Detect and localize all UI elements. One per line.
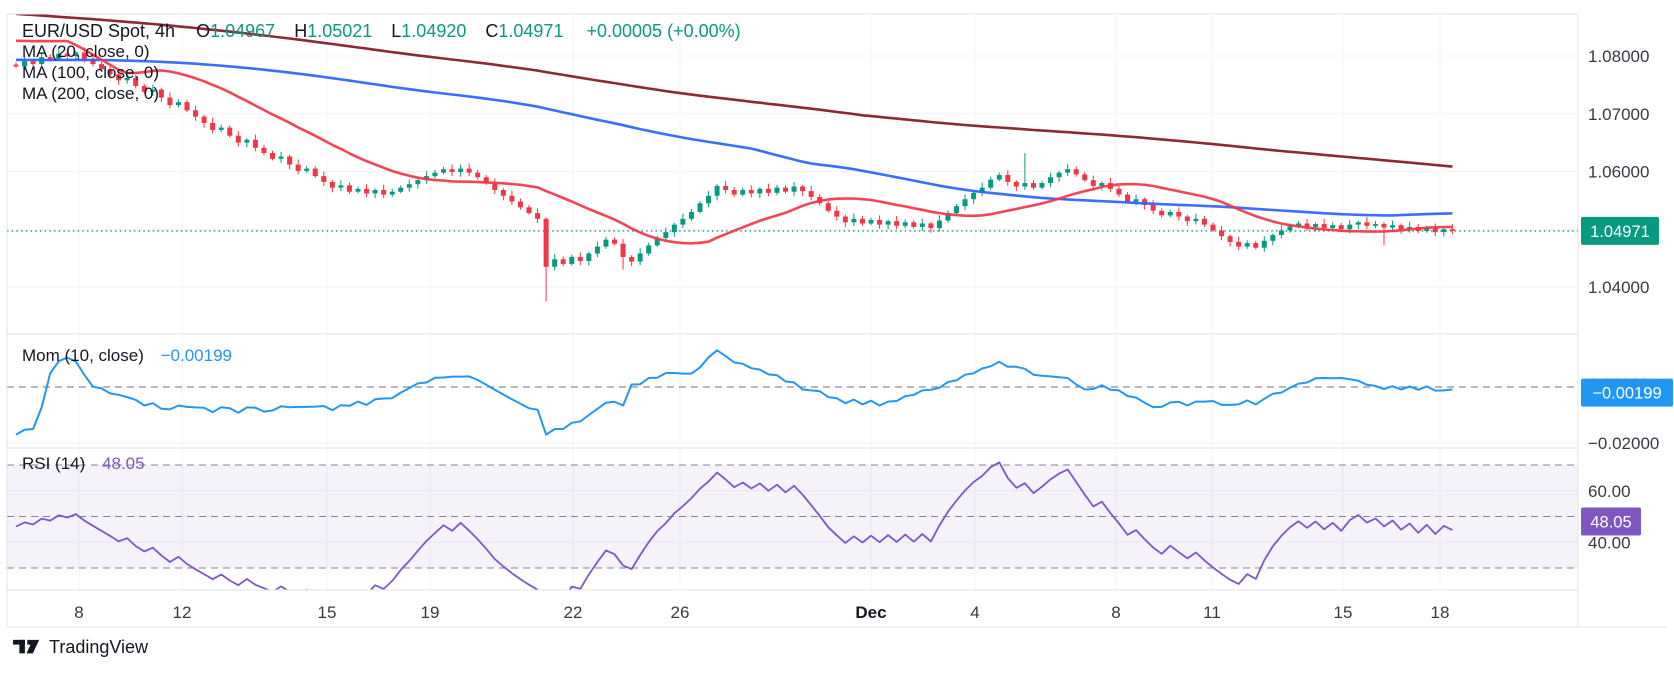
time-tick-label: 26 <box>671 603 690 622</box>
change-value: +0.00005 (+0.00%) <box>586 21 741 41</box>
dashed-reference-lines <box>7 386 1578 569</box>
ma-legend: MA (20, close, 0) MA (100, close, 0) MA … <box>22 41 159 104</box>
momentum-line[interactable] <box>15 349 1453 436</box>
rsi-legend[interactable]: RSI (14) 48.05 <box>22 454 145 474</box>
ma20-line[interactable] <box>15 39 1453 245</box>
price-tick-label: 1.04000 <box>1588 278 1649 297</box>
price-scale[interactable]: 1.080001.070001.060001.040000.00000−0.02… <box>1581 47 1673 552</box>
time-tick-label: 11 <box>1203 603 1221 622</box>
ohlc-low: L1.04920 <box>391 21 467 41</box>
ohlc-high: H1.05021 <box>294 21 373 41</box>
last-price-badge: 1.04971 <box>1581 216 1659 245</box>
candlestick-series[interactable] <box>13 47 1455 302</box>
ma200-line[interactable] <box>15 14 1453 168</box>
svg-text:48.05: 48.05 <box>1590 514 1631 532</box>
ma-20-legend[interactable]: MA (20, close, 0) <box>22 42 150 61</box>
rsi-line[interactable] <box>15 461 1453 613</box>
time-tick-label: 22 <box>564 603 583 622</box>
time-tick-label: 15 <box>1334 603 1353 622</box>
symbol-legend-row[interactable]: EUR/USD Spot, 4h O1.04967 H1.05021 L1.04… <box>22 21 741 42</box>
ma-100-legend[interactable]: MA (100, close, 0) <box>22 63 160 82</box>
grid-lines <box>7 14 1578 590</box>
momentum-value: −0.00199 <box>160 346 232 365</box>
time-tick-label: 15 <box>318 603 337 622</box>
time-tick-label: 8 <box>74 603 83 622</box>
ma-overlays <box>15 14 1453 245</box>
time-tick-label: 19 <box>421 603 440 622</box>
svg-text:1.04971: 1.04971 <box>1590 223 1650 241</box>
ma-200-legend[interactable]: MA (200, close, 0) <box>22 84 160 103</box>
tradingview-logo-icon <box>13 639 40 654</box>
momentum-value-badge: −0.00199 <box>1581 378 1673 407</box>
tradingview-attribution[interactable]: TradingView <box>13 635 148 659</box>
rsi-tick-label: 40.00 <box>1588 533 1631 552</box>
time-tick-label: 18 <box>1431 603 1450 622</box>
price-tick-label: 1.08000 <box>1588 47 1649 66</box>
time-tick-label: 12 <box>173 603 192 622</box>
momentum-label: Mom (10, close) <box>22 346 144 365</box>
ma100-line[interactable] <box>15 58 1453 217</box>
time-scale[interactable]: 8 12 15 19 22 26 Dec 4 8 11 15 18 <box>74 603 1449 622</box>
ohlc-open: O1.04967 <box>196 21 276 41</box>
rsi-value: 48.05 <box>102 454 145 473</box>
momentum-legend[interactable]: Mom (10, close) −0.00199 <box>22 346 232 366</box>
momentum-tick-label: −0.02000 <box>1588 434 1659 453</box>
time-tick-label: 4 <box>970 603 979 622</box>
brand-name: TradingView <box>49 636 149 657</box>
symbol-title[interactable]: EUR/USD Spot, 4h <box>22 21 176 41</box>
price-tick-label: 1.07000 <box>1588 105 1649 124</box>
rsi-label: RSI (14) <box>22 454 86 473</box>
time-tick-label: Dec <box>855 603 886 622</box>
price-tick-label: 1.06000 <box>1588 163 1649 182</box>
time-tick-label: 8 <box>1111 603 1120 622</box>
svg-text:−0.00199: −0.00199 <box>1592 385 1661 403</box>
rsi-value-badge: 48.05 <box>1581 507 1641 536</box>
ohlc-close: C1.04971 <box>485 21 564 41</box>
pane-borders <box>6 13 1667 628</box>
rsi-tick-label: 60.00 <box>1588 482 1631 501</box>
